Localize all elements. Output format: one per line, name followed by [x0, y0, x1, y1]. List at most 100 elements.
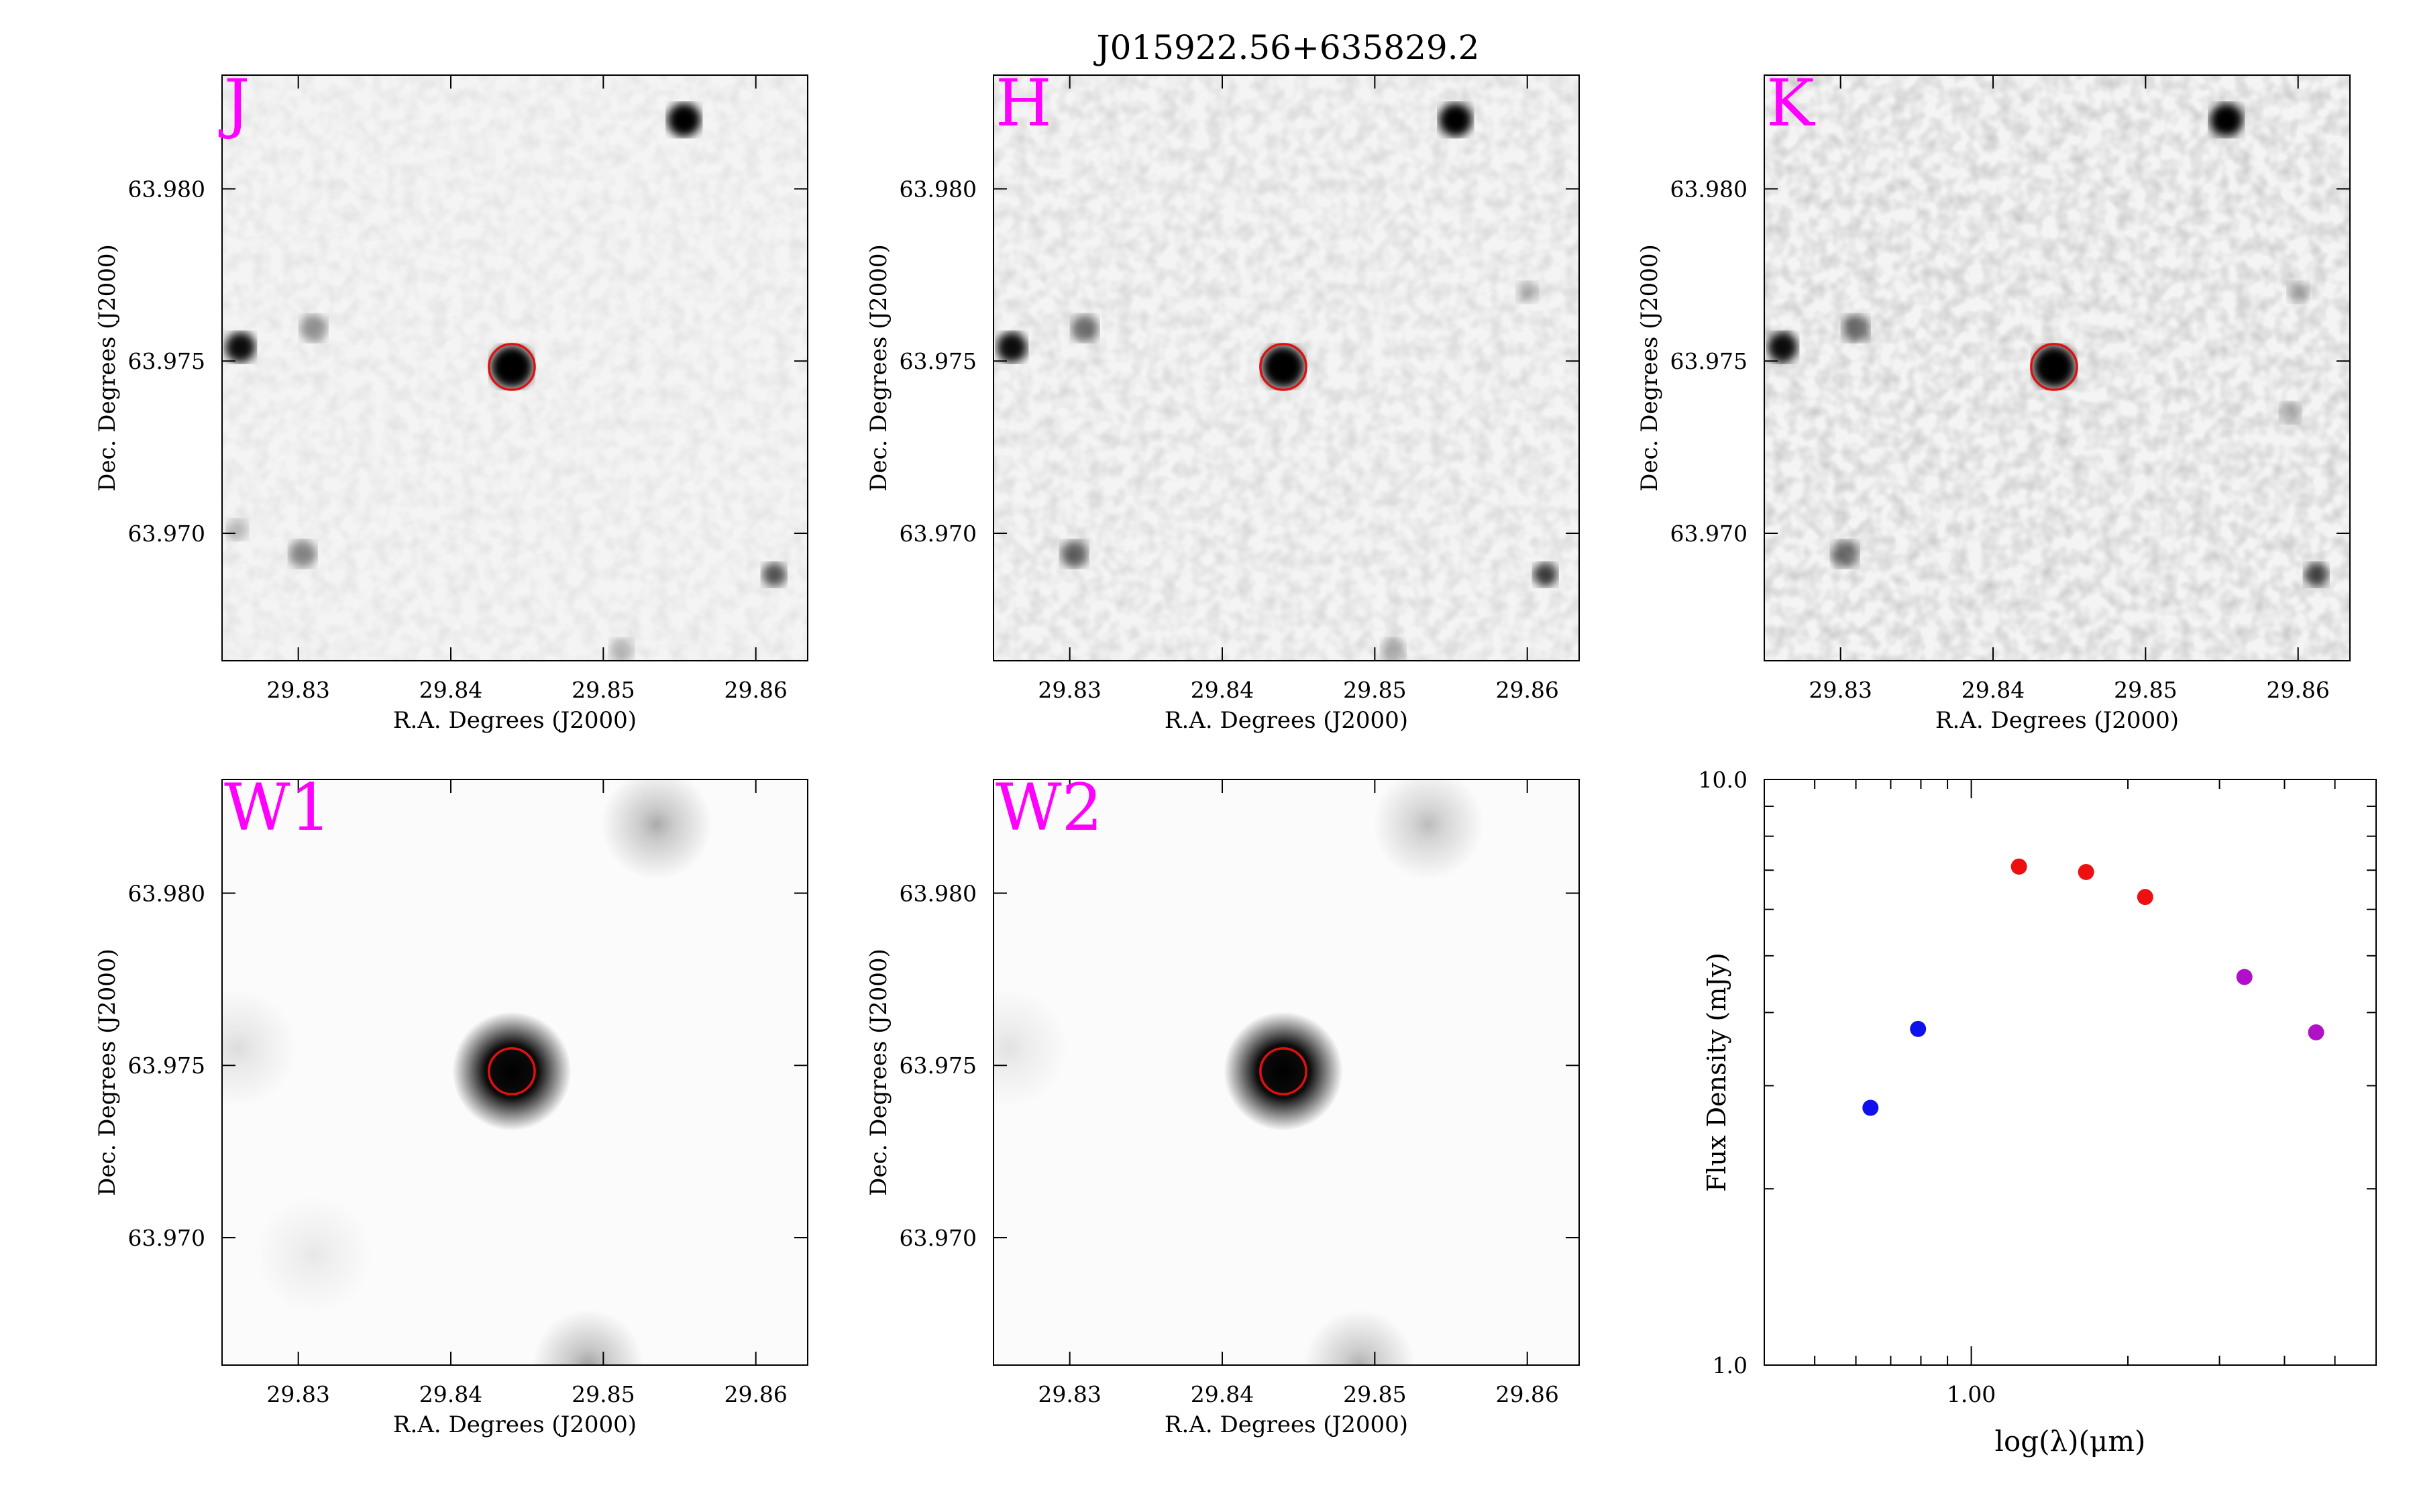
source-blob — [667, 103, 701, 137]
x-tick-label: 29.86 — [724, 677, 787, 703]
x-tick-label: 29.83 — [1809, 677, 1872, 703]
x-tick-label: 1.00 — [1947, 1381, 1996, 1407]
y-axis-label: Dec. Degrees (J2000) — [94, 244, 121, 492]
source-blob — [1071, 314, 1099, 342]
source-blob — [1373, 779, 1484, 880]
source-blob — [254, 1195, 374, 1315]
panel-sed: 1.0 10.0 1.00 log(λ)(μm) Flux Density (mJy) — [1699, 767, 2377, 1458]
y-axis-label: Flux Density (mJy) — [1702, 953, 1731, 1192]
x-tick-label: 29.86 — [724, 1381, 787, 1407]
source-blob — [1841, 314, 1870, 342]
source-blob — [299, 314, 327, 342]
x-tick-label: 29.83 — [266, 677, 329, 703]
x-tick-label: 29.85 — [572, 1381, 635, 1407]
image-H — [994, 75, 1579, 661]
plot-frame — [221, 779, 808, 1366]
y-tick-label: 63.970 — [900, 521, 977, 547]
target-aperture — [1259, 343, 1307, 391]
source-blob — [609, 638, 634, 661]
y-tick-label: 63.970 — [128, 521, 205, 547]
y-tick-label: 63.980 — [1670, 176, 1748, 202]
panel-h: 29.83 29.84 29.85 29.86 63.970 63.975 63.980 R.… — [865, 66, 1580, 734]
plot-frame — [993, 74, 1580, 661]
image-W2 — [994, 779, 1579, 1365]
source-blob — [1438, 103, 1472, 137]
plot-frame — [993, 779, 1580, 1366]
sed-point — [2308, 1024, 2324, 1040]
source-blob — [1061, 540, 1088, 568]
x-tick-label: 29.86 — [1495, 1381, 1558, 1407]
source-blob — [226, 519, 248, 541]
x-axis-label: R.A. Degrees (J2000) — [1165, 707, 1408, 734]
source-blob — [490, 345, 533, 388]
source-blob — [1516, 281, 1538, 303]
y-tick-label: 63.980 — [900, 176, 977, 202]
x-tick-label: 29.85 — [2114, 677, 2177, 703]
source-blob — [532, 1309, 644, 1365]
x-tick-label: 29.86 — [2266, 677, 2329, 703]
panel-w1: 29.83 29.84 29.85 29.86 63.970 63.975 63.980 R.… — [94, 770, 808, 1438]
sed-point — [1910, 1020, 1927, 1037]
source-blob — [1533, 562, 1558, 587]
source-blob — [225, 331, 256, 363]
band-label-h: H — [996, 66, 1052, 141]
source-blob — [1767, 331, 1799, 363]
x-tick-label: 29.85 — [1343, 1381, 1406, 1407]
y-tick-label: 63.980 — [900, 880, 977, 906]
target-aperture — [488, 343, 536, 391]
sed-point — [1862, 1099, 1879, 1116]
sed-plot-frame — [1764, 779, 2377, 1366]
band-label-w1: W1 — [224, 770, 331, 845]
band-label-k: K — [1766, 66, 1816, 141]
y-tick-label: 63.975 — [128, 348, 205, 374]
source-blob — [1262, 345, 1305, 388]
y-tick-label: 63.970 — [900, 1225, 977, 1251]
x-tick-label: 29.83 — [1038, 677, 1101, 703]
source-blob — [761, 562, 787, 587]
x-tick-label: 29.84 — [1962, 677, 2025, 703]
sed-point — [2236, 969, 2253, 985]
plot-frame — [1764, 74, 2351, 661]
source-blob — [1831, 540, 1859, 568]
x-axis-label: R.A. Degrees (J2000) — [393, 1411, 637, 1438]
panel-j: 29.83 29.84 29.85 29.86 63.970 63.975 63.980 R.… — [94, 66, 808, 734]
source-blob — [2209, 103, 2243, 137]
x-axis-label: R.A. Degrees (J2000) — [1165, 1411, 1408, 1438]
y-axis-label: Dec. Degrees (J2000) — [1636, 244, 1663, 492]
sed-point — [2010, 858, 2027, 875]
y-tick-label: 63.970 — [1670, 521, 1748, 547]
x-tick-label: 29.84 — [1191, 677, 1254, 703]
y-tick-label: 63.975 — [900, 348, 977, 374]
x-tick-label: 29.84 — [419, 1381, 482, 1407]
y-tick-label: 63.975 — [128, 1052, 205, 1079]
target-aperture — [1259, 1047, 1307, 1095]
panel-w2: 29.83 29.84 29.85 29.86 63.970 63.975 63.980 R.… — [865, 770, 1580, 1438]
source-blob — [996, 331, 1028, 363]
source-blob — [2287, 281, 2309, 303]
sed-point — [2078, 863, 2094, 880]
source-blob — [452, 1012, 572, 1131]
x-tick-label: 29.85 — [1343, 677, 1406, 703]
source-blob — [2304, 562, 2329, 587]
source-blob — [1303, 1309, 1415, 1365]
source-blob — [2279, 402, 2302, 424]
source-blob — [2033, 345, 2076, 388]
panel-k: 29.83 29.84 29.85 29.86 63.970 63.975 63.980 R.… — [1636, 66, 2351, 734]
y-tick-label: 63.980 — [128, 880, 205, 906]
x-axis-label: R.A. Degrees (J2000) — [1935, 707, 2179, 734]
source-blob — [601, 779, 712, 880]
y-tick-label: 1.0 — [1713, 1352, 1748, 1379]
x-tick-label: 29.85 — [572, 677, 635, 703]
image-W1 — [222, 779, 808, 1365]
x-tick-label: 29.83 — [266, 1381, 329, 1407]
source-blob — [289, 540, 317, 568]
source-blob — [1224, 1012, 1343, 1131]
source-blob — [1381, 638, 1405, 661]
x-axis-label: R.A. Degrees (J2000) — [393, 707, 637, 734]
target-aperture — [488, 1047, 536, 1095]
x-tick-label: 29.84 — [419, 677, 482, 703]
x-tick-label: 29.83 — [1038, 1381, 1101, 1407]
x-tick-label: 29.84 — [1191, 1381, 1254, 1407]
